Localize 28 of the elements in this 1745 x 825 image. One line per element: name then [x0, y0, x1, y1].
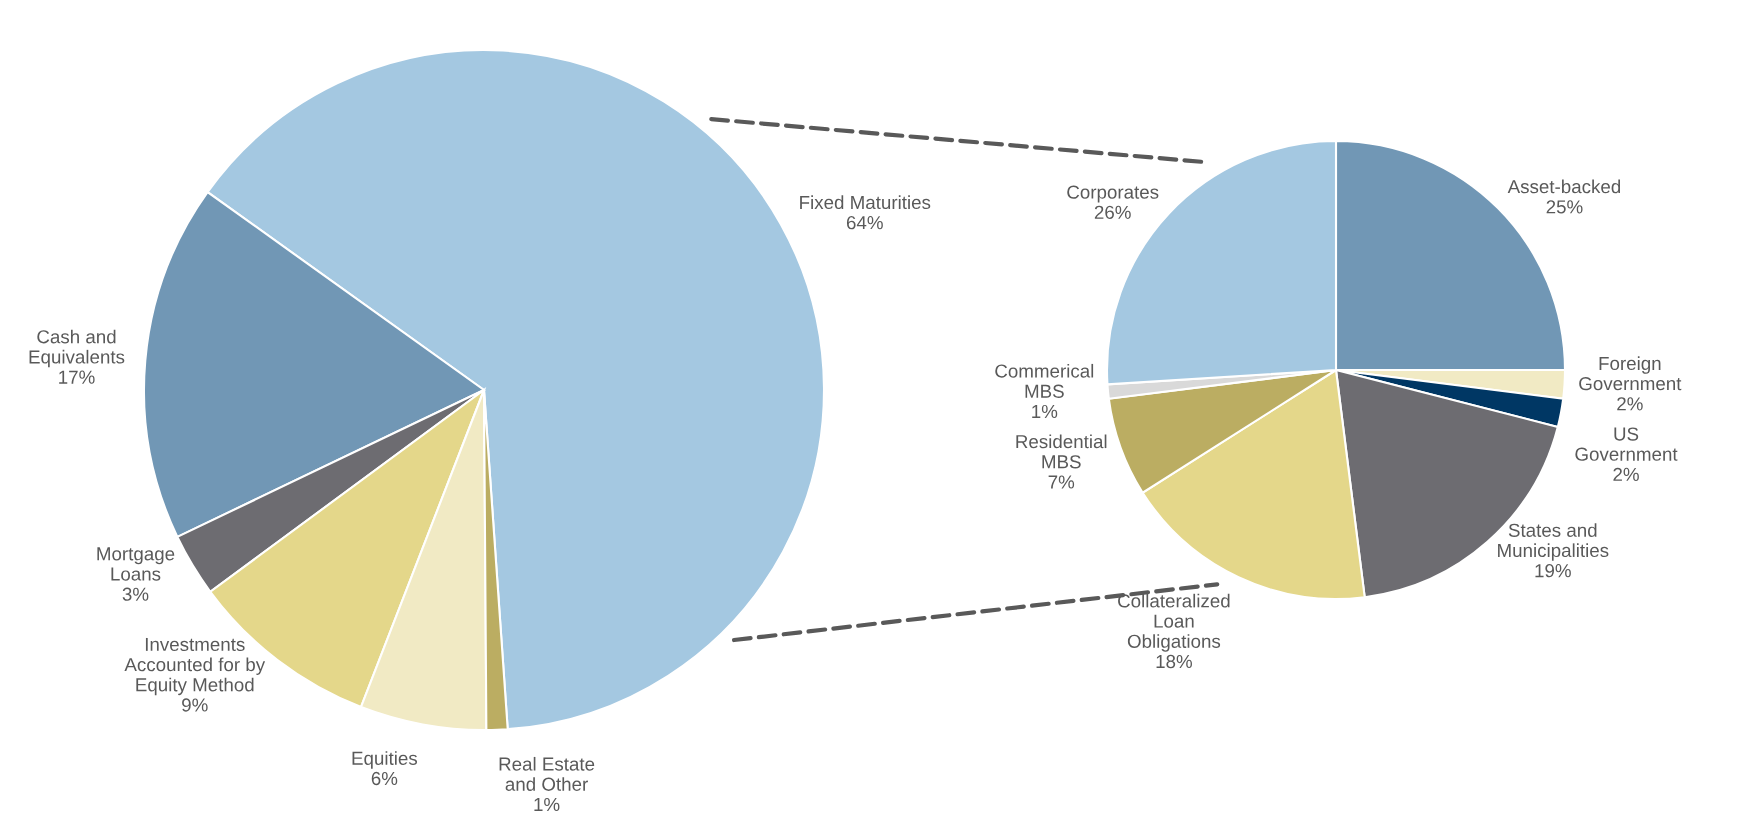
slice-label: Cash and Equivalents: [29, 329, 125, 368]
data-label: 1%: [534, 797, 560, 812]
data-label: 6%: [371, 771, 398, 786]
slice-label: US Government: [1575, 427, 1678, 461]
data-label: 64%: [846, 216, 883, 230]
slice-label: Equities: [352, 751, 418, 769]
slice-label: Corporates: [1067, 185, 1159, 203]
slice-label: Commerical MBS: [995, 363, 1094, 398]
data-label: 2%: [1617, 397, 1643, 411]
data-label: 7%: [1048, 475, 1075, 489]
slice-label: Collateralized Loan Obligations: [1118, 593, 1230, 652]
slice-label: Residential MBS: [1016, 434, 1107, 469]
data-label: 26%: [1094, 205, 1131, 219]
data-label: 19%: [1535, 564, 1571, 578]
slice-label: States and Municipalities: [1498, 523, 1609, 561]
data-label: 1%: [1032, 404, 1058, 418]
data-label: 18%: [1156, 654, 1192, 669]
slice-label: Fixed Maturities: [800, 195, 931, 210]
data-label: 3%: [122, 587, 149, 601]
slice-label: Mortgage Loans: [97, 547, 175, 581]
data-label: 25%: [1546, 200, 1583, 214]
slice-label: Asset-backed: [1507, 179, 1621, 194]
data-label: 9%: [182, 698, 208, 712]
data-label: 2%: [1613, 467, 1639, 481]
slice-label: Investments Accounted for by Equity Method: [124, 637, 266, 696]
data-label: 17%: [59, 370, 95, 384]
slice-label: Foreign Government: [1579, 356, 1682, 391]
slice-label: Real Estate and Other: [499, 756, 595, 791]
